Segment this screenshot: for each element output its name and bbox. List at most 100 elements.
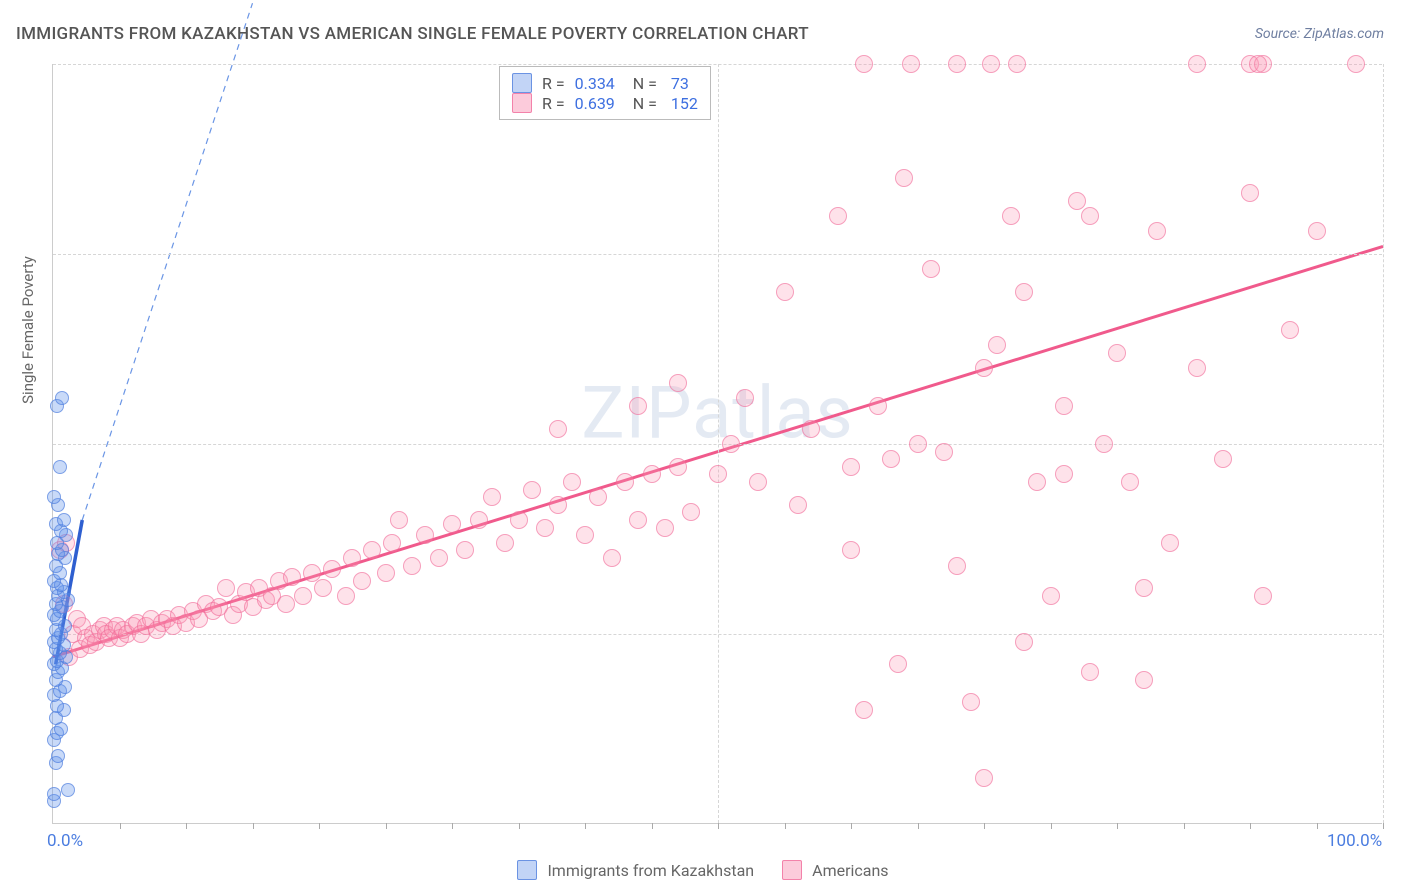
data-point-pink xyxy=(802,420,820,438)
data-point-pink xyxy=(829,207,847,225)
y-axis-label: Single Female Poverty xyxy=(19,220,37,440)
data-point-pink xyxy=(1015,283,1033,301)
data-point-blue xyxy=(47,490,61,504)
y-tick-label: 75.0% xyxy=(1389,243,1406,263)
data-point-pink xyxy=(1002,207,1020,225)
data-point-pink xyxy=(855,701,873,719)
data-point-pink xyxy=(1254,587,1272,605)
x-tick xyxy=(1383,823,1384,829)
data-point-pink xyxy=(496,534,514,552)
legend-swatch-icon xyxy=(512,73,532,93)
data-point-pink xyxy=(277,595,295,613)
data-point-pink xyxy=(909,435,927,453)
legend-series-label: Immigrants from Kazakhstan xyxy=(547,861,754,880)
x-tick xyxy=(519,823,520,829)
data-point-pink xyxy=(430,549,448,567)
data-point-pink xyxy=(1081,207,1099,225)
data-point-pink xyxy=(343,549,361,567)
data-point-pink xyxy=(283,568,301,586)
x-tick-label: 0.0% xyxy=(47,831,83,851)
data-point-pink xyxy=(962,693,980,711)
data-point-pink xyxy=(390,511,408,529)
data-point-pink xyxy=(889,655,907,673)
data-point-pink xyxy=(1028,473,1046,491)
legend-r-value: 0.639 xyxy=(575,94,615,113)
data-point-pink xyxy=(842,458,860,476)
data-point-pink xyxy=(948,55,966,73)
data-point-pink xyxy=(603,549,621,567)
legend-n-label: N = xyxy=(625,94,657,113)
data-point-pink xyxy=(669,374,687,392)
trend-line xyxy=(82,3,252,520)
legend-n-value: 152 xyxy=(667,94,698,113)
data-point-pink xyxy=(895,169,913,187)
x-tick xyxy=(1317,823,1318,829)
data-point-pink xyxy=(1148,222,1166,240)
data-point-pink xyxy=(1055,397,1073,415)
data-point-pink xyxy=(882,450,900,468)
data-point-pink xyxy=(1121,473,1139,491)
data-point-pink xyxy=(549,496,567,514)
x-tick xyxy=(386,823,387,829)
data-point-pink xyxy=(1249,55,1267,73)
data-point-pink xyxy=(709,465,727,483)
data-point-blue xyxy=(53,460,67,474)
data-point-pink xyxy=(656,519,674,537)
data-point-pink xyxy=(1308,222,1326,240)
x-tick xyxy=(652,823,653,829)
data-point-blue xyxy=(57,513,71,527)
data-point-pink xyxy=(1015,633,1033,651)
legend-series-label: Americans xyxy=(812,861,888,880)
data-point-pink xyxy=(842,541,860,559)
data-point-blue xyxy=(55,391,69,405)
data-point-blue xyxy=(47,787,61,801)
data-point-pink xyxy=(736,389,754,407)
data-point-pink xyxy=(629,397,647,415)
x-tick xyxy=(851,823,852,829)
data-point-pink xyxy=(217,579,235,597)
legend-swatch-icon xyxy=(782,860,802,880)
x-tick xyxy=(1051,823,1052,829)
data-point-pink xyxy=(1081,663,1099,681)
legend-r-label: R = xyxy=(542,94,565,113)
data-point-pink xyxy=(935,443,953,461)
bottom-legend-item: Americans xyxy=(782,860,888,880)
legend-r-value: 0.334 xyxy=(575,74,615,93)
data-point-pink xyxy=(383,534,401,552)
data-point-pink xyxy=(1135,579,1153,597)
data-point-pink xyxy=(1008,55,1026,73)
x-tick xyxy=(120,823,121,829)
data-point-pink xyxy=(789,496,807,514)
source-label: Source: ZipAtlas.com xyxy=(1255,26,1384,42)
data-point-pink xyxy=(975,359,993,377)
legend-n-label: N = xyxy=(625,74,657,93)
data-point-pink xyxy=(722,435,740,453)
bottom-legend-item: Immigrants from Kazakhstan xyxy=(517,860,754,880)
data-point-pink xyxy=(456,541,474,559)
data-point-pink xyxy=(975,769,993,787)
legend-row: R = 0.334 N = 73 xyxy=(512,73,698,93)
chart-title: IMMIGRANTS FROM KAZAKHSTAN VS AMERICAN S… xyxy=(16,24,809,44)
data-point-pink xyxy=(948,557,966,575)
data-point-pink xyxy=(549,420,567,438)
data-point-pink xyxy=(922,260,940,278)
x-tick xyxy=(918,823,919,829)
data-point-pink xyxy=(363,541,381,559)
data-point-pink xyxy=(855,55,873,73)
x-tick xyxy=(253,823,254,829)
data-point-pink xyxy=(353,572,371,590)
data-point-pink xyxy=(749,473,767,491)
x-tick xyxy=(984,823,985,829)
data-point-pink xyxy=(1055,465,1073,483)
data-point-pink xyxy=(1188,359,1206,377)
x-tick-label: 100.0% xyxy=(1327,831,1382,851)
data-point-pink xyxy=(1135,671,1153,689)
data-point-pink xyxy=(510,511,528,529)
top-stats-legend: R = 0.334 N = 73 R = 0.639 N = 152 xyxy=(499,66,711,120)
data-point-pink xyxy=(589,488,607,506)
data-point-pink xyxy=(988,336,1006,354)
data-point-pink xyxy=(902,55,920,73)
data-point-pink xyxy=(377,564,395,582)
data-point-pink xyxy=(1068,192,1086,210)
data-point-pink xyxy=(403,557,421,575)
